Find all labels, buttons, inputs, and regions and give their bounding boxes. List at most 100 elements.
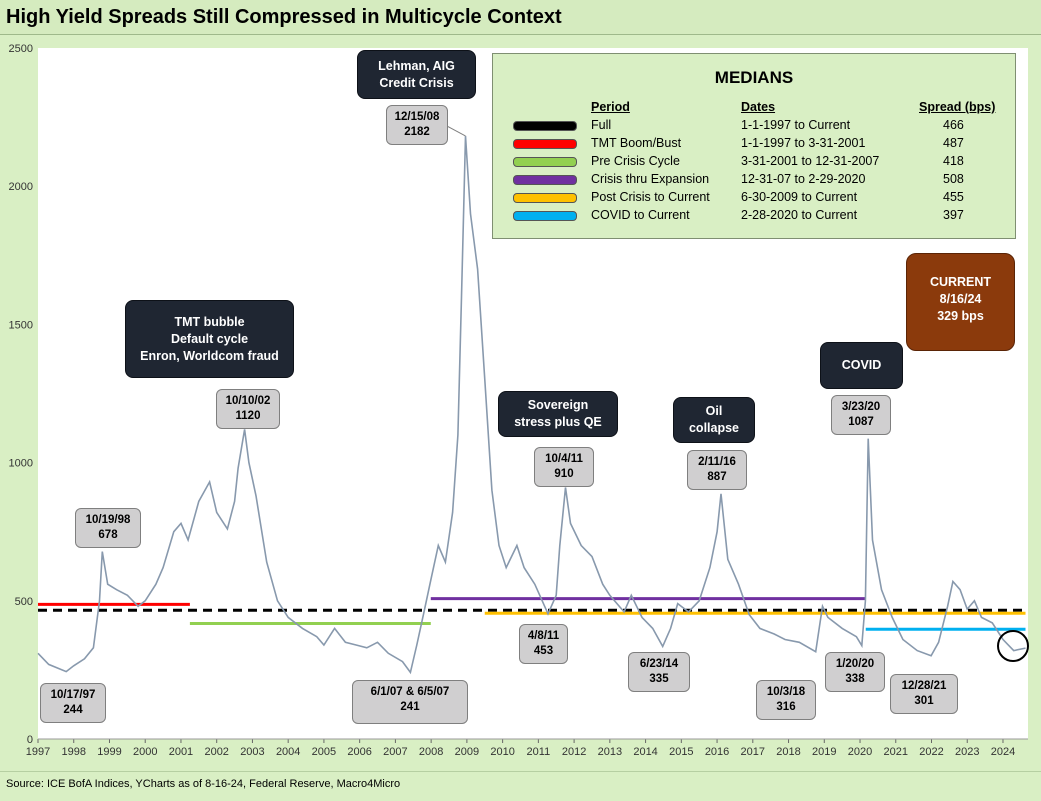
callout-date: 10/19/98 (85, 514, 131, 526)
medians-spread: 418 (943, 154, 964, 168)
callout-date: 1/20/20 (835, 658, 875, 670)
x-tick-label: 2013 (598, 746, 622, 758)
callout-peak-1998: 10/19/98 678 (75, 508, 141, 548)
callout-date: 6/1/07 & 6/5/07 (370, 686, 450, 698)
medians-spread: 455 (943, 190, 964, 204)
medians-header-spread: Spread (bps) (919, 100, 996, 114)
x-tick-label: 2008 (419, 746, 443, 758)
callout-peak-2008: 12/15/08 2182 (386, 105, 448, 145)
event-box-covid: COVID (820, 342, 903, 389)
callout-value: 1087 (848, 416, 874, 428)
x-tick-label: 1997 (26, 746, 50, 758)
y-tick-label: 0 (27, 734, 33, 746)
x-tick-label: 1999 (97, 746, 121, 758)
title-bar: High Yield Spreads Still Compressed in M… (0, 0, 1041, 35)
event-text: Lehman, AIG (378, 58, 455, 73)
callout-low-1997: 10/17/97 244 (40, 683, 106, 723)
callout-date: 10/4/11 (545, 453, 583, 465)
callout-value: 241 (400, 701, 420, 713)
callout-value: 678 (98, 529, 118, 541)
medians-dates: 12-31-07 to 2-29-2020 (741, 172, 866, 186)
callout-low-2007: 6/1/07 & 6/5/07 241 (352, 680, 468, 724)
medians-period: Post Crisis to Current (591, 190, 710, 204)
callout-value: 910 (554, 468, 574, 480)
x-tick-label: 2011 (527, 746, 551, 758)
source-divider (0, 771, 1041, 772)
callout-value: 244 (63, 704, 83, 716)
callout-peak-2020: 3/23/20 1087 (831, 395, 891, 435)
event-text: Enron, Worldcom fraud (140, 348, 279, 363)
x-tick-label: 2010 (490, 746, 514, 758)
medians-dates: 1-1-1997 to 3-31-2001 (741, 136, 866, 150)
medians-row: Full 1-1-1997 to Current 466 (493, 118, 1015, 136)
y-tick-label: 1000 (9, 458, 33, 470)
medians-swatch-crisis-expansion (513, 175, 577, 185)
callout-peak-2011: 10/4/11 910 (534, 447, 594, 487)
event-text: collapse (688, 421, 740, 435)
medians-row: Crisis thru Expansion 12-31-07 to 2-29-2… (493, 172, 1015, 190)
medians-swatch-tmt (513, 139, 577, 149)
medians-legend: MEDIANS Period Dates Spread (bps) Full 1… (492, 53, 1016, 239)
medians-period: Pre Crisis Cycle (591, 154, 680, 168)
current-date: 8/16/24 (939, 292, 982, 306)
chart-title: High Yield Spreads Still Compressed in M… (6, 6, 562, 28)
x-tick-label: 2006 (347, 746, 371, 758)
x-tick-label: 2004 (276, 746, 300, 758)
x-tick-label: 2020 (848, 746, 872, 758)
callout-value: 2182 (404, 126, 430, 138)
event-box-lehman: Lehman, AIG Credit Crisis (357, 50, 476, 99)
medians-dates: 1-1-1997 to Current (741, 118, 851, 132)
callout-value: 338 (845, 673, 865, 685)
medians-row: COVID to Current 2-28-2020 to Current 39… (493, 208, 1015, 226)
medians-period: TMT Boom/Bust (591, 136, 682, 150)
medians-spread: 397 (943, 208, 964, 222)
x-tick-label: 2015 (669, 746, 693, 758)
medians-header-dates: Dates (741, 100, 776, 114)
medians-title: MEDIANS (714, 68, 794, 87)
callout-value: 1120 (235, 410, 261, 422)
x-tick-label: 1998 (61, 746, 85, 758)
medians-spread: 487 (943, 136, 964, 150)
x-tick-label: 2018 (776, 746, 800, 758)
callout-value: 453 (533, 645, 554, 657)
x-tick-label: 2014 (633, 746, 657, 758)
y-tick-label: 500 (15, 596, 33, 608)
current-marker-circle (997, 630, 1029, 662)
current-spread-box: CURRENT 8/16/24 329 bps (906, 253, 1015, 351)
series-line-hy-spread (37, 135, 1026, 675)
y-tick-label: 2000 (9, 181, 33, 193)
callout-value: 335 (649, 673, 669, 685)
medians-period: COVID to Current (591, 208, 690, 222)
medians-swatch-covid (513, 211, 577, 221)
x-tick-label: 2024 (991, 746, 1015, 758)
callout-value: 301 (914, 695, 934, 707)
medians-spread: 466 (943, 118, 964, 132)
event-text: COVID (841, 358, 882, 372)
x-tick-label: 2016 (705, 746, 729, 758)
medians-spread: 508 (943, 172, 964, 186)
x-tick-label: 2005 (312, 746, 336, 758)
callout-value: 316 (776, 701, 796, 713)
x-tick-label: 2009 (455, 746, 479, 758)
event-text: Default cycle (170, 331, 249, 346)
medians-row: TMT Boom/Bust 1-1-1997 to 3-31-2001 487 (493, 136, 1015, 154)
x-tick-label: 2012 (562, 746, 586, 758)
x-tick-label: 2019 (812, 746, 836, 758)
medians-swatch-pre-crisis (513, 157, 577, 167)
event-box-sovereign: Sovereign stress plus QE (498, 391, 618, 437)
event-text: Credit Crisis (379, 75, 454, 90)
x-tick-label: 2000 (133, 746, 157, 758)
callout-date: 12/15/08 (394, 111, 440, 123)
callout-value: 887 (707, 471, 727, 483)
y-tick-label: 1500 (9, 319, 33, 331)
medians-dates: 3-31-2001 to 12-31-2007 (741, 154, 880, 168)
callout-low-2014: 6/23/14 335 (628, 652, 690, 692)
callout-date: 10/17/97 (50, 689, 96, 701)
event-text: Oil (705, 404, 723, 418)
callout-date: 3/23/20 (841, 401, 881, 413)
x-tick-label: 2002 (204, 746, 228, 758)
event-box-oil: Oil collapse (673, 397, 755, 443)
medians-dates: 2-28-2020 to Current (741, 208, 858, 222)
callout-low-2011: 4/8/11 453 (519, 624, 568, 664)
